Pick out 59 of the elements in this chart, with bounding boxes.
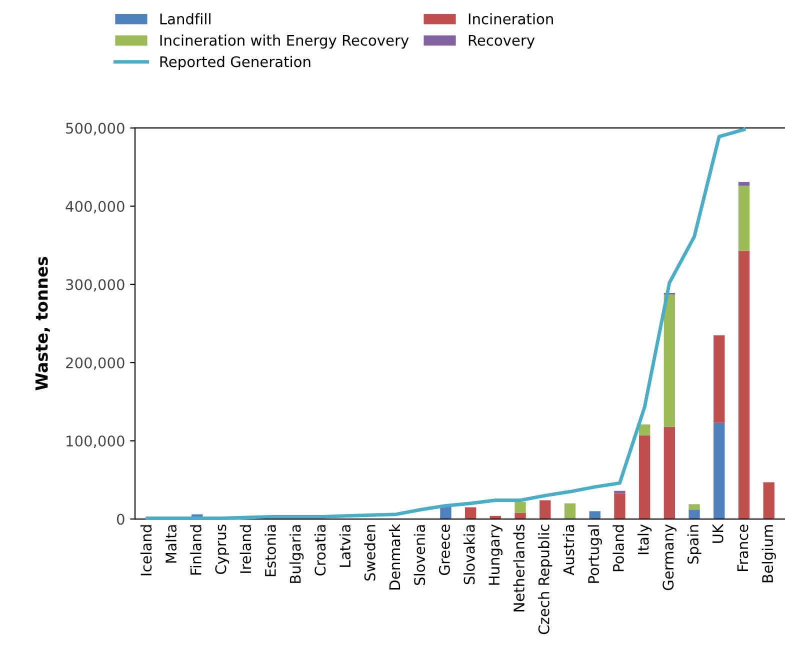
x-tick-label: Estonia <box>264 525 276 576</box>
bar <box>638 424 650 436</box>
bar <box>738 182 750 186</box>
x-tick-label: Bulgaria <box>290 525 304 583</box>
bar <box>440 506 452 520</box>
y-tick-label: 500,000 <box>66 122 124 136</box>
bar <box>688 504 700 510</box>
y-tick-label: 300,000 <box>66 279 124 292</box>
legend-label: Incineration with Energy Recovery <box>160 34 409 49</box>
bar <box>664 294 676 427</box>
bar <box>514 502 526 513</box>
y-tick-label: 100,000 <box>66 436 124 448</box>
x-tick-label: Ireland <box>240 525 252 573</box>
y-tick-label: 400,000 <box>66 200 124 214</box>
x-tick-label: Belgium <box>762 525 776 582</box>
legend-label: Recovery <box>468 34 535 49</box>
bar <box>564 503 576 520</box>
line-series <box>146 128 746 520</box>
x-tick-label: Italy <box>638 524 652 554</box>
x-tick-label: Hungary <box>488 524 502 585</box>
x-tick-label: Austria <box>562 525 574 576</box>
x-tick-label: France <box>737 524 748 571</box>
x-tick-label: Denmark <box>388 524 400 590</box>
x-tick-label: Poland <box>612 525 624 572</box>
x-tick-label: Czech Republic <box>538 524 552 634</box>
x-tick-label: Iceland <box>140 525 152 576</box>
bar <box>664 426 676 520</box>
x-tick-label: Portugal <box>588 525 602 583</box>
x-tick-label: Sweden <box>364 525 376 581</box>
legend-label: Incineration <box>468 13 553 24</box>
y-axis-title: Waste, tonnes <box>35 256 50 390</box>
x-tick-label: Spain <box>687 525 702 564</box>
bar <box>638 435 650 520</box>
x-tick-label: Latvia <box>339 525 351 567</box>
bar <box>738 250 750 520</box>
bar <box>614 493 626 520</box>
x-tick-label: Croatia <box>314 525 326 576</box>
x-tick-label: Cyprus <box>215 524 230 574</box>
y-tick-label: 0 <box>116 514 124 525</box>
bar <box>514 512 526 520</box>
bar <box>540 500 551 520</box>
x-tick-label: Finland <box>190 525 202 575</box>
bar <box>763 482 774 520</box>
bar <box>714 422 725 520</box>
x-tick-label: Slovenia <box>414 525 426 585</box>
x-tick-label: Germany <box>662 524 676 590</box>
bar <box>714 335 725 423</box>
legend-label: Landfill <box>160 13 210 24</box>
x-tick-label: UK <box>712 524 724 543</box>
y-tick-label: 200,000 <box>66 357 124 370</box>
bar <box>589 511 600 520</box>
x-tick-label: Malta <box>165 525 177 563</box>
bar <box>464 507 476 520</box>
x-tick-label: Slovakia <box>464 525 475 584</box>
x-tick-label: Netherlands <box>513 524 525 612</box>
bar <box>738 186 750 251</box>
bar <box>688 510 700 520</box>
legend-label: Reported Generation <box>160 56 310 70</box>
x-tick-label: Greece <box>438 524 450 575</box>
